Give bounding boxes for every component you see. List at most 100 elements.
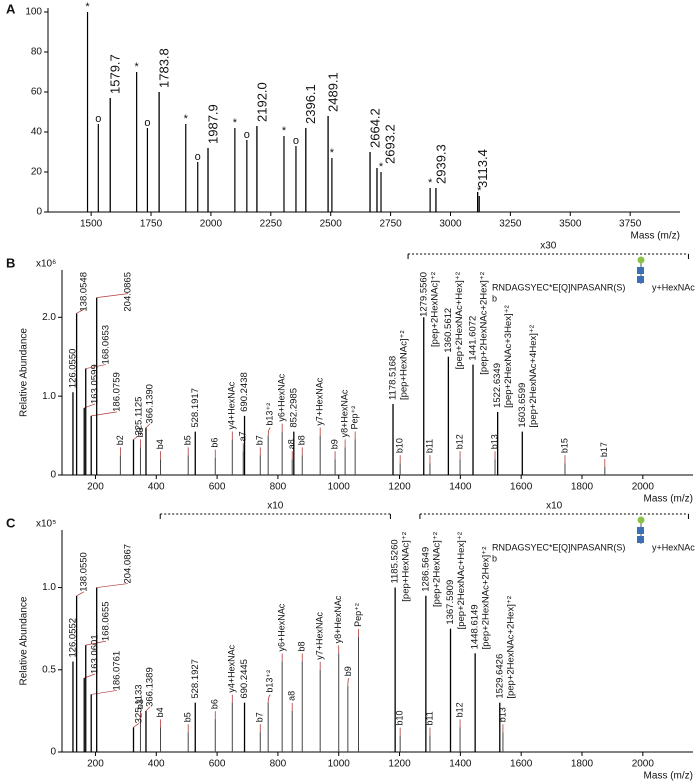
peak-leader <box>133 435 140 440</box>
x-tick-label: 1200 <box>388 759 411 770</box>
peak-label: 126.0552 <box>67 618 78 658</box>
peak-label: 852.2985 <box>288 388 299 428</box>
x-tick-label: 3250 <box>499 219 522 230</box>
peak-label: 2396.1 <box>303 84 318 124</box>
y-tick-label: 20 <box>31 167 43 178</box>
sequence: RNDAGSYEC*E[Q]NPASANR(S) <box>492 542 625 552</box>
fragment-label: b10 <box>395 711 405 726</box>
peak-annotation: [pep+2HexNAc]⁺² <box>431 532 442 607</box>
x-tick-label: 2000 <box>632 759 655 770</box>
panel-label: B <box>6 255 15 270</box>
glycan-hexnac <box>637 536 644 543</box>
peak-label: 1185.5260 <box>390 539 401 583</box>
peak-annotation: [pep+2HexNAc+2Hex]⁺² <box>505 596 516 699</box>
fragment-label: b4 <box>155 707 165 717</box>
circled-symbol: o <box>195 151 201 163</box>
fragment-label: y4+HexNAc <box>227 381 237 429</box>
fragment-label: y6+HexNAc <box>277 603 287 651</box>
starred-symbol: * <box>282 125 287 137</box>
panel-label: C <box>6 515 16 530</box>
peak-label: 2693.2 <box>382 124 397 164</box>
peak-label: 126.0550 <box>67 349 78 389</box>
peak-label: 138.0548 <box>78 272 89 312</box>
peak-leader <box>145 423 151 428</box>
peak-annotation: [pep+2HexNAc+2Hex]⁺² <box>481 547 492 650</box>
starred-symbol: * <box>428 177 433 189</box>
zoom-label: x30 <box>540 241 557 252</box>
y-tick-label: 60 <box>31 87 43 98</box>
scale-label: x10⁵ <box>36 519 56 530</box>
y-tick-label: 0 <box>50 747 56 758</box>
fragment-label: b13⁺² <box>265 670 275 693</box>
scale-label: x10⁶ <box>36 259 56 270</box>
x-tick-label: 400 <box>148 759 165 770</box>
fragment-label: b8 <box>297 642 307 652</box>
peak-label: 366.1390 <box>144 384 155 424</box>
peak-label: 2939.3 <box>433 144 448 184</box>
zoom-label: x10 <box>546 501 563 512</box>
x-axis-label: Mass (m/z) <box>644 771 693 782</box>
x-tick-label: 800 <box>270 759 287 770</box>
starred-symbol: * <box>233 117 238 129</box>
peak-label: 1579.7 <box>108 54 123 94</box>
peak-label: 325.1133 <box>133 684 144 723</box>
peak-annotation: [pep+2HexNAc+Hex]⁺² <box>454 272 465 369</box>
peak-label: 3113.4 <box>475 149 490 188</box>
x-tick-label: 3750 <box>619 219 642 230</box>
peak-label: 1603.6599 <box>517 383 528 428</box>
peak-label: 138.0550 <box>78 552 89 592</box>
starred-symbol: * <box>379 161 384 173</box>
peak-label: 163.0601 <box>89 634 100 674</box>
peak-label: 325.1125 <box>133 397 144 436</box>
x-tick-label: 2000 <box>200 219 223 230</box>
sequence: RNDAGSYEC*E[Q]NPASANR(S) <box>492 282 625 292</box>
fragment-label: a7 <box>238 431 248 441</box>
x-axis-label: Mass (m/z) <box>644 494 693 505</box>
fragment-label: b12 <box>454 702 464 717</box>
fragment-label: a8 <box>287 439 297 449</box>
peak-label: 186.0759 <box>111 372 122 412</box>
peak-annotation: [pep+2HexNAc+3Hex]⁺² <box>503 305 514 408</box>
peak-label: 1360.5612 <box>443 308 454 353</box>
fragment-label: b3 <box>135 427 145 437</box>
y-tick-label: 0 <box>36 207 42 218</box>
peak-annotation: [pep+2HexNAc+4Hex]⁺² <box>528 325 539 428</box>
peak-label: 1987.9 <box>205 104 220 144</box>
sequence-ion: b <box>492 293 497 303</box>
x-tick-label: 1800 <box>571 759 594 770</box>
peak-annotation: [pep+HexNAc]⁺² <box>401 532 412 602</box>
x-tick-label: 1750 <box>140 219 163 230</box>
peak-leader <box>91 690 118 695</box>
x-tick-label: 1000 <box>328 482 351 493</box>
x-tick-label: 2000 <box>632 482 655 493</box>
peak-label: 204.0865 <box>122 272 133 312</box>
peak-annotation: [pep+HexNAc]⁺² <box>399 330 410 400</box>
fragment-label: b5 <box>183 712 193 722</box>
fragment-label: b13 <box>489 434 499 449</box>
x-tick-label: 1800 <box>571 482 594 493</box>
peak-leader <box>76 309 85 314</box>
x-tick-label: 200 <box>87 759 104 770</box>
y-tick-label: 80 <box>31 47 43 58</box>
fragment-label: b12 <box>454 434 464 449</box>
peak-leader <box>145 706 151 712</box>
fragment-label: b4 <box>155 439 165 449</box>
fragment-label: b7 <box>255 435 265 445</box>
fragment-label: y8+HexNAc <box>339 389 349 437</box>
fragment-label: b7 <box>255 712 265 722</box>
peak-label: 168.0655 <box>100 601 111 641</box>
y-tick-label: 40 <box>31 127 43 138</box>
x-axis-label: Mass (m/z) <box>631 231 680 242</box>
peak-annotation: [pep+2HexNAc+2Hex]⁺² <box>479 272 490 375</box>
peak-leader <box>85 364 107 369</box>
peak-leader <box>96 583 129 588</box>
peak-leader <box>76 591 85 597</box>
x-tick-label: 2750 <box>379 219 402 230</box>
peak-label: 2489.1 <box>326 72 341 112</box>
peak-label: 690.2438 <box>239 372 250 412</box>
sequence-ion: b <box>492 553 497 563</box>
peak-label: 2664.2 <box>367 108 382 148</box>
peak-label: 1286.5649 <box>420 547 431 592</box>
peak-label: 168.0653 <box>100 325 111 365</box>
zoom-label: x10 <box>267 501 284 512</box>
